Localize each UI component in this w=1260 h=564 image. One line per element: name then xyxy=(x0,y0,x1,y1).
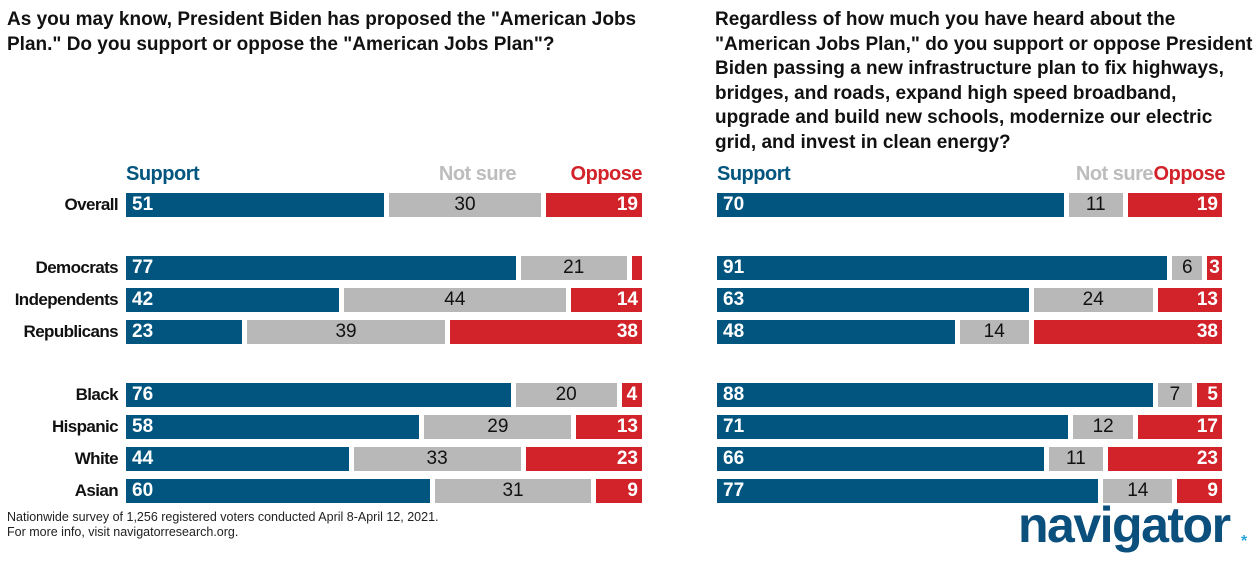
bar-not-sure: 12 xyxy=(1073,415,1133,439)
bar-not-sure: 30 xyxy=(389,193,541,217)
bar-support: 48 xyxy=(717,320,955,344)
row-label: Hispanic xyxy=(51,417,119,436)
bar-not-sure: 14 xyxy=(1103,479,1173,503)
bar-support: 70 xyxy=(717,193,1064,217)
bar-support: 23 xyxy=(126,320,243,344)
bar-oppose: 3 xyxy=(1207,256,1222,280)
bar-support: 71 xyxy=(717,415,1069,439)
bar-oppose: 23 xyxy=(1108,447,1222,471)
bar-not-sure: 21 xyxy=(520,256,627,280)
bar-oppose: 13 xyxy=(1157,288,1222,312)
bar-oppose: 9 xyxy=(596,479,642,503)
bar-oppose: 4 xyxy=(621,383,642,407)
bar-support: 44 xyxy=(126,447,349,471)
footer-note: Nationwide survey of 1,256 registered vo… xyxy=(7,510,439,524)
bar-oppose: 38 xyxy=(1033,320,1222,344)
row-label: Independents xyxy=(14,290,119,309)
chart-title-left: As you may know, President Biden has pro… xyxy=(7,9,637,55)
bar-not-sure: 6 xyxy=(1172,256,1203,280)
bar-oppose: 13 xyxy=(576,415,642,439)
bar-oppose: 38 xyxy=(449,320,642,344)
bar-not-sure: 24 xyxy=(1033,288,1153,312)
bar-oppose: 23 xyxy=(525,447,642,471)
bar-oppose: 19 xyxy=(1127,193,1222,217)
row-label: Black xyxy=(75,385,119,404)
bar-support: 88 xyxy=(717,383,1153,407)
bar-support: 58 xyxy=(126,415,420,439)
footer-link-note: For more info, visit navigatorresearch.o… xyxy=(7,525,239,539)
bar-not-sure: 29 xyxy=(424,415,572,439)
bar-not-sure: 31 xyxy=(434,479,592,503)
chart-title-right: Regardless of how much you have heard ab… xyxy=(715,9,1253,153)
legend-not-sure: Not sure xyxy=(1075,163,1154,185)
bar-oppose: 19 xyxy=(545,193,642,217)
bar-not-sure: 39 xyxy=(247,320,445,344)
bar-not-sure: 11 xyxy=(1068,193,1123,217)
row-label: White xyxy=(74,449,119,468)
bar-support: 76 xyxy=(126,383,511,407)
bar-support: 60 xyxy=(126,479,430,503)
bar-support: 51 xyxy=(126,193,385,217)
row-label: Asian xyxy=(74,481,119,500)
bar-oppose: 17 xyxy=(1137,415,1222,439)
bar-support: 91 xyxy=(717,256,1168,280)
bar-oppose: 9 xyxy=(1177,479,1222,503)
row-label: Democrats xyxy=(35,258,119,277)
logo-star-icon: * xyxy=(1241,533,1248,550)
navigator-logo: navigator xyxy=(1018,497,1231,553)
bar-support: 63 xyxy=(717,288,1029,312)
bar-oppose: 14 xyxy=(571,288,642,312)
legend-oppose: Oppose xyxy=(570,163,643,185)
legend-not-sure: Not sure xyxy=(438,163,517,185)
bar-oppose xyxy=(631,256,642,280)
bar-support: 42 xyxy=(126,288,339,312)
legend-oppose: Oppose xyxy=(1153,163,1226,185)
bar-not-sure: 33 xyxy=(353,447,521,471)
legend-support: Support xyxy=(126,163,200,185)
bar-not-sure: 20 xyxy=(515,383,617,407)
bar-not-sure: 14 xyxy=(959,320,1029,344)
row-label: Overall xyxy=(64,195,119,214)
bar-not-sure: 7 xyxy=(1157,383,1193,407)
bar-oppose: 5 xyxy=(1197,383,1222,407)
row-label: Republicans xyxy=(23,322,119,341)
bar-support: 77 xyxy=(126,256,516,280)
bar-not-sure: 44 xyxy=(343,288,567,312)
bar-support: 66 xyxy=(717,447,1044,471)
bar-support: 77 xyxy=(717,479,1099,503)
legend-support: Support xyxy=(717,163,791,185)
bar-not-sure: 11 xyxy=(1048,447,1104,471)
